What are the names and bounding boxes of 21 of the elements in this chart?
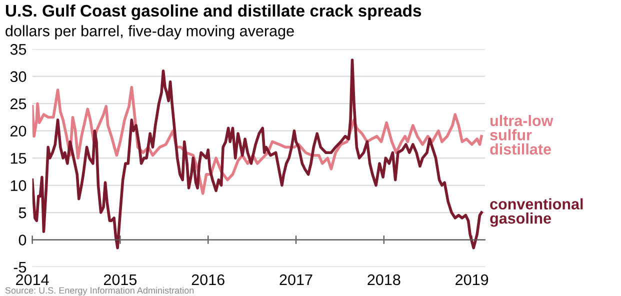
x-tick-label: 2016 bbox=[192, 274, 224, 286]
series-label: conventional gasoline bbox=[490, 198, 583, 227]
source-note: Source: U.S. Energy Information Administration bbox=[5, 286, 194, 296]
x-tick-label: 2015 bbox=[104, 274, 137, 286]
x-tick-label: 2018 bbox=[368, 274, 400, 286]
x-tick-label: 2014 bbox=[16, 274, 49, 286]
chart-subtitle: dollars per barrel, five-day moving average bbox=[6, 25, 294, 40]
x-tick-label: 2019 bbox=[456, 274, 488, 286]
y-tick-label: 35 bbox=[10, 44, 26, 55]
y-tick-label: -5 bbox=[14, 262, 26, 273]
y-tick-label: 0 bbox=[18, 234, 26, 246]
x-tick-label: 2017 bbox=[280, 274, 312, 286]
y-tick-label: 5 bbox=[18, 208, 26, 218]
y-tick-label: 20 bbox=[10, 126, 26, 137]
series-label: ultra-low sulfur distillate bbox=[490, 114, 554, 155]
chart-title: U.S. Gulf Coast gasoline and distillate crack spreads bbox=[6, 4, 422, 20]
y-tick-label: 25 bbox=[10, 98, 26, 110]
y-tick-label: 10 bbox=[10, 180, 26, 191]
y-tick-label: 15 bbox=[10, 153, 26, 164]
y-tick-label: 30 bbox=[10, 71, 26, 82]
line-series bbox=[32, 58, 483, 250]
